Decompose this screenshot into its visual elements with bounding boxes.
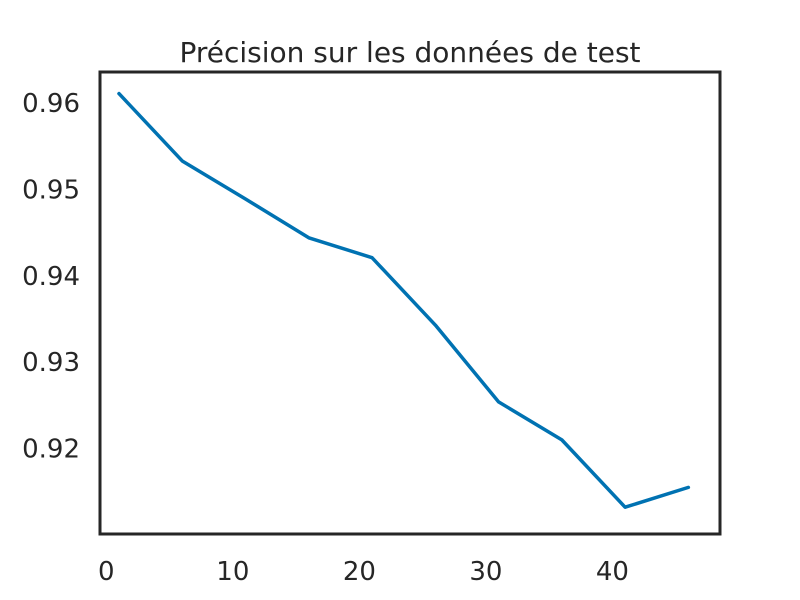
y-tick-label: 0.95 — [22, 175, 80, 205]
data-point — [561, 439, 563, 441]
data-point — [624, 506, 626, 508]
x-tick-label: 10 — [216, 557, 249, 587]
data-point — [245, 198, 247, 200]
data-point — [498, 401, 500, 403]
y-axis-ticks: 0.92 0.93 0.94 0.95 0.96 — [22, 89, 80, 464]
x-axis-ticks: 0 10 20 30 40 — [98, 557, 629, 587]
x-tick-label: 20 — [343, 557, 376, 587]
data-point — [371, 257, 373, 259]
data-point — [118, 93, 120, 95]
y-tick-label: 0.93 — [22, 348, 80, 378]
plot-area-frame — [98, 70, 722, 536]
data-point — [434, 324, 436, 326]
data-point — [308, 237, 310, 239]
x-tick-label: 40 — [596, 557, 629, 587]
y-tick-label: 0.94 — [22, 262, 80, 292]
chart-title: Précision sur les données de test — [179, 36, 640, 69]
series-group — [117, 91, 691, 509]
x-tick-label: 0 — [98, 557, 115, 587]
x-tick-label: 30 — [469, 557, 502, 587]
series-line — [117, 91, 691, 509]
data-point — [181, 160, 183, 162]
y-tick-label: 0.92 — [22, 435, 80, 465]
data-point — [687, 486, 689, 488]
y-tick-label: 0.96 — [22, 89, 80, 119]
